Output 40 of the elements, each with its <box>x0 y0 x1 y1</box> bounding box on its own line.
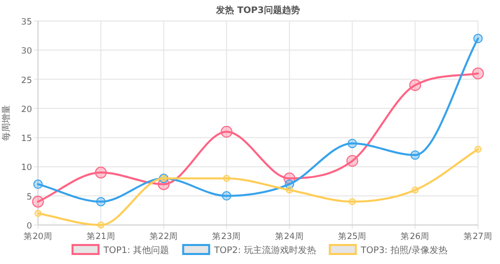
y-tick-label: 35 <box>21 18 32 28</box>
y-tick-label: 30 <box>21 46 32 57</box>
legend-label: TOP2: 玩主流游戏时发热 <box>213 245 316 256</box>
x-tick-label: 第24周 <box>275 231 304 242</box>
x-tick-label: 第25周 <box>338 231 367 242</box>
point <box>473 34 483 44</box>
point <box>348 138 357 148</box>
point <box>412 186 419 194</box>
point <box>33 180 43 189</box>
y-tick-label: 25 <box>21 76 32 86</box>
legend-label: TOP1: 其他问题 <box>102 245 170 256</box>
y-axis-title: 每周增量 <box>1 105 12 141</box>
point <box>97 222 104 228</box>
point <box>346 154 358 167</box>
y-tick-label: 15 <box>21 134 32 144</box>
point <box>96 196 106 206</box>
x-tick-label: 第22周 <box>149 231 178 242</box>
point <box>222 191 232 201</box>
y-tick-label: 0 <box>26 222 32 232</box>
point <box>220 126 232 138</box>
chart-title: 发热 TOP3问题趋势 <box>215 5 300 16</box>
y-tick-label: 20 <box>21 104 32 115</box>
point <box>409 79 422 92</box>
x-tick-label: 第23周 <box>212 231 241 242</box>
point <box>32 196 44 208</box>
x-tick-label: 第20周 <box>24 231 52 242</box>
point <box>474 146 482 153</box>
point <box>472 68 484 80</box>
point <box>348 198 356 206</box>
y-tick-label: 10 <box>21 163 32 174</box>
point <box>410 150 420 160</box>
point <box>286 186 293 194</box>
point <box>94 166 107 178</box>
x-tick-label: 第26周 <box>400 231 430 242</box>
x-tick-label: 第21周 <box>86 231 116 242</box>
legend-label: TOP3: 拍照/录像发热 <box>360 245 448 256</box>
point <box>223 174 230 182</box>
point <box>34 210 42 217</box>
x-tick-label: 第27周 <box>464 231 492 242</box>
y-tick-label: 5 <box>26 192 32 202</box>
